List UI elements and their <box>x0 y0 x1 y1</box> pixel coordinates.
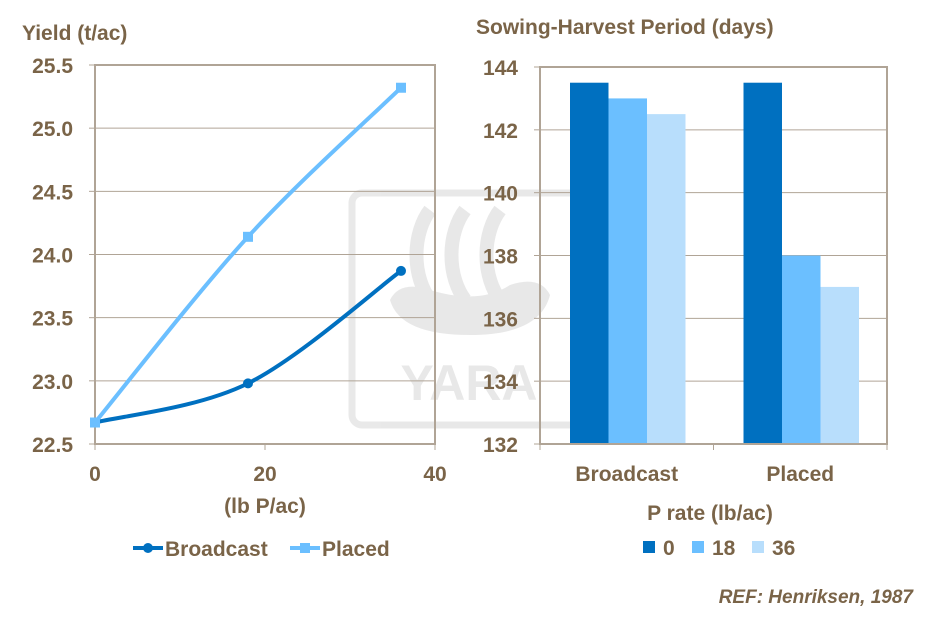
y-tick-label: 136 <box>483 308 518 331</box>
bar-broadcast-18 <box>608 98 647 445</box>
legend-swatch <box>752 541 764 553</box>
data-point <box>396 265 406 276</box>
yara-watermark-logo: YARA <box>348 189 590 429</box>
legend-label: 36 <box>772 537 795 560</box>
x-tick-label: 20 <box>253 463 276 486</box>
legend-swatch <box>692 541 704 553</box>
data-point <box>396 82 406 93</box>
legend-swatch <box>643 541 655 553</box>
y-tick-label: 142 <box>483 120 518 143</box>
y-tick-label: 132 <box>483 434 518 457</box>
y-tick-label: 23.5 <box>32 308 73 331</box>
bar-placed-36 <box>820 286 859 444</box>
x-tick-label: 40 <box>423 463 446 486</box>
y-tick-label: 23.0 <box>32 371 73 394</box>
y-tick-label: 24.0 <box>32 245 73 268</box>
data-point <box>243 378 253 389</box>
legend-label: 18 <box>712 537 736 560</box>
bar-broadcast-36 <box>647 114 686 444</box>
yield-line-chart: Yield (t/ac) 22.5 23.0 23.5 24.0 24.5 25.0 25.5… <box>22 22 447 561</box>
x-tick-label: Placed <box>766 463 834 486</box>
watermark-text: YARA <box>400 355 537 411</box>
y-tick-label: 22.5 <box>32 434 73 457</box>
bar-broadcast-0 <box>570 82 609 444</box>
y-tick-label: 24.5 <box>32 181 73 204</box>
chart-title: Yield (t/ac) <box>22 22 127 45</box>
y-tick-label: 138 <box>483 246 518 269</box>
sowing-harvest-bar-chart: Sowing-Harvest Period (days) 132 134 136 138… <box>476 16 888 560</box>
y-tick-label: 25.5 <box>32 55 73 78</box>
plot-frame <box>539 66 888 445</box>
x-tick-label: Broadcast <box>575 463 678 486</box>
bar-placed-18 <box>782 255 821 444</box>
y-tick-label: 140 <box>483 183 518 206</box>
data-point <box>90 417 100 428</box>
data-point <box>243 231 253 242</box>
legend-label: Broadcast <box>165 538 268 561</box>
bar-placed-0 <box>743 82 782 444</box>
x-axis-label: (lb P/ac) <box>224 495 306 518</box>
reference-text: REF: Henriksen, 1987 <box>719 587 915 608</box>
legend-label: 0 <box>663 537 675 560</box>
chart-title: Sowing-Harvest Period (days) <box>476 16 774 39</box>
legend-marker <box>300 543 310 553</box>
y-tick-label: 134 <box>483 371 518 394</box>
y-tick-label: 25.0 <box>32 118 73 141</box>
legend-title: P rate (lb/ac) <box>647 502 773 525</box>
legend-label: Placed <box>322 538 390 561</box>
x-tick-label: 0 <box>89 463 101 486</box>
y-tick-label: 144 <box>483 57 518 80</box>
legend-marker <box>143 543 153 553</box>
